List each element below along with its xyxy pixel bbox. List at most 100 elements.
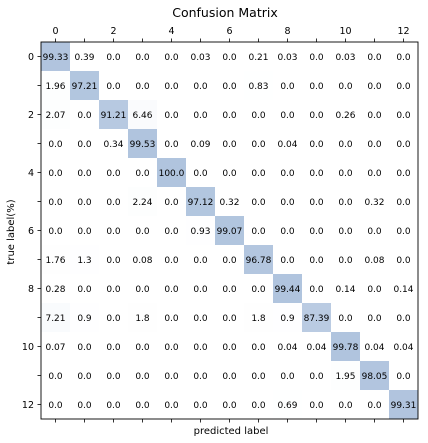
heatmap-cell-r4-c11 (360, 158, 389, 187)
cell-value-label-r11-c4: 0.0 (164, 372, 179, 382)
heatmap-cell-r5-c3 (128, 187, 157, 216)
x-tick-label-0: 0 (52, 26, 58, 37)
cell-value-label-r1-c5: 0.0 (193, 82, 208, 92)
cell-value-label-r7-c12: 0.0 (396, 256, 411, 266)
cell-value-label-r0-c5: 0.03 (190, 53, 210, 63)
cell-value-label-r5-c6: 0.32 (219, 198, 239, 208)
cell-value-label-r7-c11: 0.08 (364, 256, 384, 266)
cell-value-labels: 99.33 0.39 0.0 0.0 0.0 0.03 0.0 0.21 0.03 0.0 0.03… (43, 53, 417, 411)
heatmap-cell-r2-c12 (389, 100, 418, 129)
cell-value-label-r11-c0: 0.0 (48, 372, 63, 382)
heatmap-cell-r7-c3 (128, 245, 157, 274)
heatmap-cell-r9-c10 (331, 303, 360, 332)
cell-value-label-r4-c10: 0.0 (338, 169, 353, 179)
heatmap-cell-r5-c12 (389, 187, 418, 216)
cell-value-label-r9-c6: 0.0 (222, 314, 237, 324)
cell-value-label-r0-c3: 0.0 (135, 53, 150, 63)
cell-value-label-r2-c11: 0.0 (367, 111, 382, 121)
cell-value-label-r1-c11: 0.0 (367, 82, 382, 92)
cell-value-label-r5-c11: 0.32 (364, 198, 384, 208)
heatmap-cell-r9-c12 (389, 303, 418, 332)
heatmap-cell-r9-c0 (41, 303, 70, 332)
cell-value-label-r2-c6: 0.0 (222, 111, 237, 121)
heatmap-cell-r11-c12 (389, 361, 418, 390)
heatmap-cell-r9-c11 (360, 303, 389, 332)
heatmap-cell-r1-c4 (157, 71, 186, 100)
heatmap-cell-r12-c9 (302, 390, 331, 419)
cell-value-label-r3-c9: 0.0 (309, 140, 324, 150)
cell-value-label-r11-c9: 0.0 (309, 372, 324, 382)
heatmap-cell-r0-c2 (99, 42, 128, 71)
cell-value-label-r7-c6: 0.0 (222, 256, 237, 266)
cell-value-label-r6-c10: 0.0 (338, 227, 353, 237)
heatmap-cell-r6-c10 (331, 216, 360, 245)
heatmap-cell-r10-c12 (389, 332, 418, 361)
cell-value-label-r7-c7: 96.78 (246, 256, 272, 266)
heatmap-cell-r5-c9 (302, 187, 331, 216)
heatmap-cell-r4-c4 (157, 158, 186, 187)
cell-value-label-r10-c6: 0.0 (222, 343, 237, 353)
heatmap-cell-r12-c11 (360, 390, 389, 419)
heatmap-cell-r7-c12 (389, 245, 418, 274)
cell-value-label-r7-c8: 0.0 (280, 256, 295, 266)
heatmap-cell-r6-c3 (128, 216, 157, 245)
heatmap-cell-r5-c5 (186, 187, 215, 216)
cell-value-label-r10-c7: 0.0 (251, 343, 266, 353)
cell-value-label-r10-c9: 0.04 (306, 343, 326, 353)
heatmap-cell-r7-c1 (70, 245, 99, 274)
heatmap-cell-r0-c4 (157, 42, 186, 71)
x-tick-label-10: 10 (339, 26, 351, 37)
heatmap-cell-r10-c9 (302, 332, 331, 361)
y-axis-label: true label(%) (6, 199, 17, 264)
heatmap-cell-r2-c6 (215, 100, 244, 129)
cell-value-label-r11-c10: 1.95 (335, 372, 355, 382)
cell-value-label-r11-c8: 0.0 (280, 372, 295, 382)
cell-value-label-r5-c5: 97.12 (188, 198, 214, 208)
cell-value-label-r9-c2: 0.0 (106, 314, 121, 324)
cell-value-label-r4-c1: 0.0 (77, 169, 92, 179)
heatmap-cell-r10-c3 (128, 332, 157, 361)
heatmap-cell-r8-c0 (41, 274, 70, 303)
heatmap-cell-r10-c5 (186, 332, 215, 361)
cell-value-label-r7-c10: 0.0 (338, 256, 353, 266)
heatmap-cell-r11-c7 (244, 361, 273, 390)
heatmap-cell-r9-c5 (186, 303, 215, 332)
cell-value-label-r0-c4: 0.0 (164, 53, 179, 63)
cell-value-label-r4-c4: 100.0 (159, 169, 185, 179)
cell-value-label-r9-c10: 0.0 (338, 314, 353, 324)
cell-value-label-r10-c8: 0.04 (277, 343, 297, 353)
heatmap-cell-r6-c8 (273, 216, 302, 245)
x-tick-label-2: 2 (110, 26, 116, 37)
heatmap-cell-r9-c1 (70, 303, 99, 332)
cell-value-label-r9-c8: 0.9 (280, 314, 295, 324)
cell-value-label-r3-c8: 0.04 (277, 140, 297, 150)
cell-value-label-r1-c1: 97.21 (72, 82, 98, 92)
cell-value-label-r11-c12: 0.0 (396, 372, 411, 382)
heatmap-cell-r0-c9 (302, 42, 331, 71)
cell-value-label-r8-c5: 0.0 (193, 285, 208, 295)
heatmap-cell-r1-c11 (360, 71, 389, 100)
heatmap-cell-r7-c2 (99, 245, 128, 274)
heatmap-cell-r8-c10 (331, 274, 360, 303)
cell-value-label-r8-c2: 0.0 (106, 285, 121, 295)
heatmap-cell-r12-c6 (215, 390, 244, 419)
cell-value-label-r8-c7: 0.0 (251, 285, 266, 295)
cell-value-label-r12-c3: 0.0 (135, 401, 150, 411)
cell-value-label-r6-c3: 0.0 (135, 227, 150, 237)
cell-value-label-r10-c0: 0.07 (45, 343, 65, 353)
cell-value-label-r3-c4: 0.0 (164, 140, 179, 150)
cell-value-label-r12-c1: 0.0 (77, 401, 92, 411)
heatmap-cell-r9-c6 (215, 303, 244, 332)
cell-value-label-r9-c3: 1.8 (135, 314, 150, 324)
heatmap-cell-r3-c4 (157, 129, 186, 158)
heatmap-cell-r5-c0 (41, 187, 70, 216)
cell-value-label-r5-c7: 0.0 (251, 198, 266, 208)
heatmap-cell-r8-c8 (273, 274, 302, 303)
cell-value-label-r9-c7: 1.8 (251, 314, 266, 324)
cell-value-label-r4-c11: 0.0 (367, 169, 382, 179)
heatmap-cell-r0-c7 (244, 42, 273, 71)
heatmap-cell-r2-c4 (157, 100, 186, 129)
heatmap-cell-r1-c5 (186, 71, 215, 100)
y-tick-label-10: 10 (22, 342, 34, 353)
cell-value-label-r3-c3: 99.53 (130, 140, 156, 150)
